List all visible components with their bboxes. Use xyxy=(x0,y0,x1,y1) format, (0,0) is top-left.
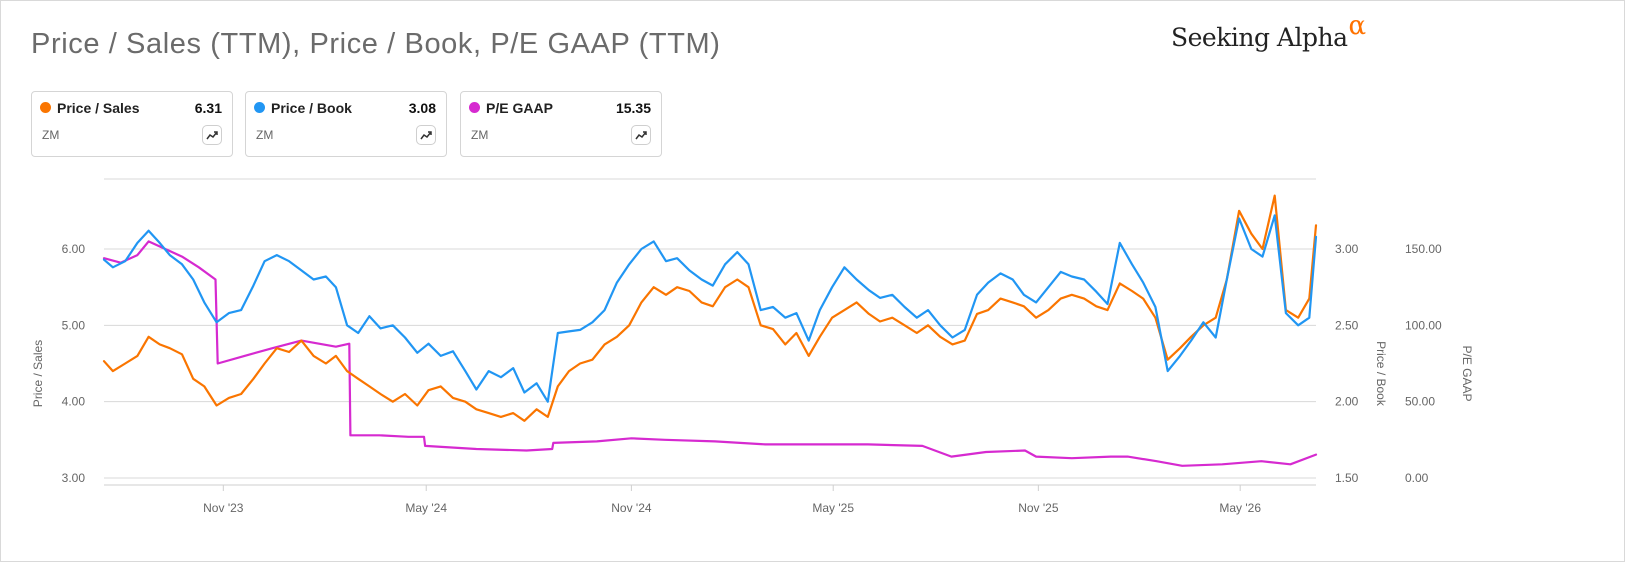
page-title: Price / Sales (TTM), Price / Book, P/E G… xyxy=(31,28,721,60)
ps-axis-title: Price / Sales xyxy=(31,340,45,407)
x-tick-label: May '25 xyxy=(812,501,854,515)
legend-name: P/E GAAP xyxy=(486,100,553,116)
trend-line-icon[interactable] xyxy=(202,125,222,145)
legend-ticker: ZM xyxy=(256,128,274,142)
pe-tick-label: 150.00 xyxy=(1405,242,1442,256)
ps-tick-label: 3.00 xyxy=(62,471,86,485)
pb-tick-label: 3.00 xyxy=(1335,242,1359,256)
pe-gaap-dot-icon xyxy=(469,102,480,113)
legend-ticker: ZM xyxy=(471,128,489,142)
ps-tick-label: 5.00 xyxy=(62,318,86,332)
brand-logo: Seeking Alphaα xyxy=(1171,11,1366,53)
alpha-logo-icon: α xyxy=(1348,11,1366,41)
x-tick-label: Nov '23 xyxy=(203,501,244,515)
legend-ticker: ZM xyxy=(42,128,60,142)
pb-tick-label: 1.50 xyxy=(1335,471,1359,485)
legend-card-price-book[interactable]: Price / Book 3.08 ZM xyxy=(245,91,447,157)
pb-tick-label: 2.00 xyxy=(1335,395,1359,409)
x-tick-label: May '26 xyxy=(1219,501,1261,515)
series-line-p-e-gaap[interactable] xyxy=(102,240,1318,467)
legend-card-price-sales[interactable]: Price / Sales 6.31 ZM xyxy=(31,91,233,157)
price-book-dot-icon xyxy=(254,102,265,113)
pe-tick-label: 100.00 xyxy=(1405,318,1442,332)
legend-card-pe-gaap[interactable]: P/E GAAP 15.35 ZM xyxy=(460,91,662,157)
legend-value: 6.31 xyxy=(194,100,222,116)
series-line-price-sales[interactable] xyxy=(102,194,1318,422)
legend-name: Price / Sales xyxy=(57,100,140,116)
pb-tick-label: 2.50 xyxy=(1335,318,1359,332)
pe-axis-title: P/E GAAP xyxy=(1460,345,1474,401)
ps-tick-label: 4.00 xyxy=(62,395,86,409)
x-tick-label: Nov '25 xyxy=(1018,501,1059,515)
brand-name: Seeking Alpha xyxy=(1171,23,1348,52)
pb-axis-title: Price / Book xyxy=(1374,341,1388,407)
pe-tick-label: 0.00 xyxy=(1405,471,1429,485)
ps-tick-label: 6.00 xyxy=(62,242,86,256)
price-sales-dot-icon xyxy=(40,102,51,113)
pe-tick-label: 50.00 xyxy=(1405,395,1435,409)
series-line-price-book[interactable] xyxy=(102,214,1318,403)
trend-line-icon[interactable] xyxy=(631,125,651,145)
trend-line-icon[interactable] xyxy=(416,125,436,145)
legend-value: 3.08 xyxy=(408,100,436,116)
legend-name: Price / Book xyxy=(271,100,352,116)
legend-value: 15.35 xyxy=(615,100,651,116)
x-tick-label: Nov '24 xyxy=(611,501,652,515)
x-tick-label: May '24 xyxy=(405,501,447,515)
